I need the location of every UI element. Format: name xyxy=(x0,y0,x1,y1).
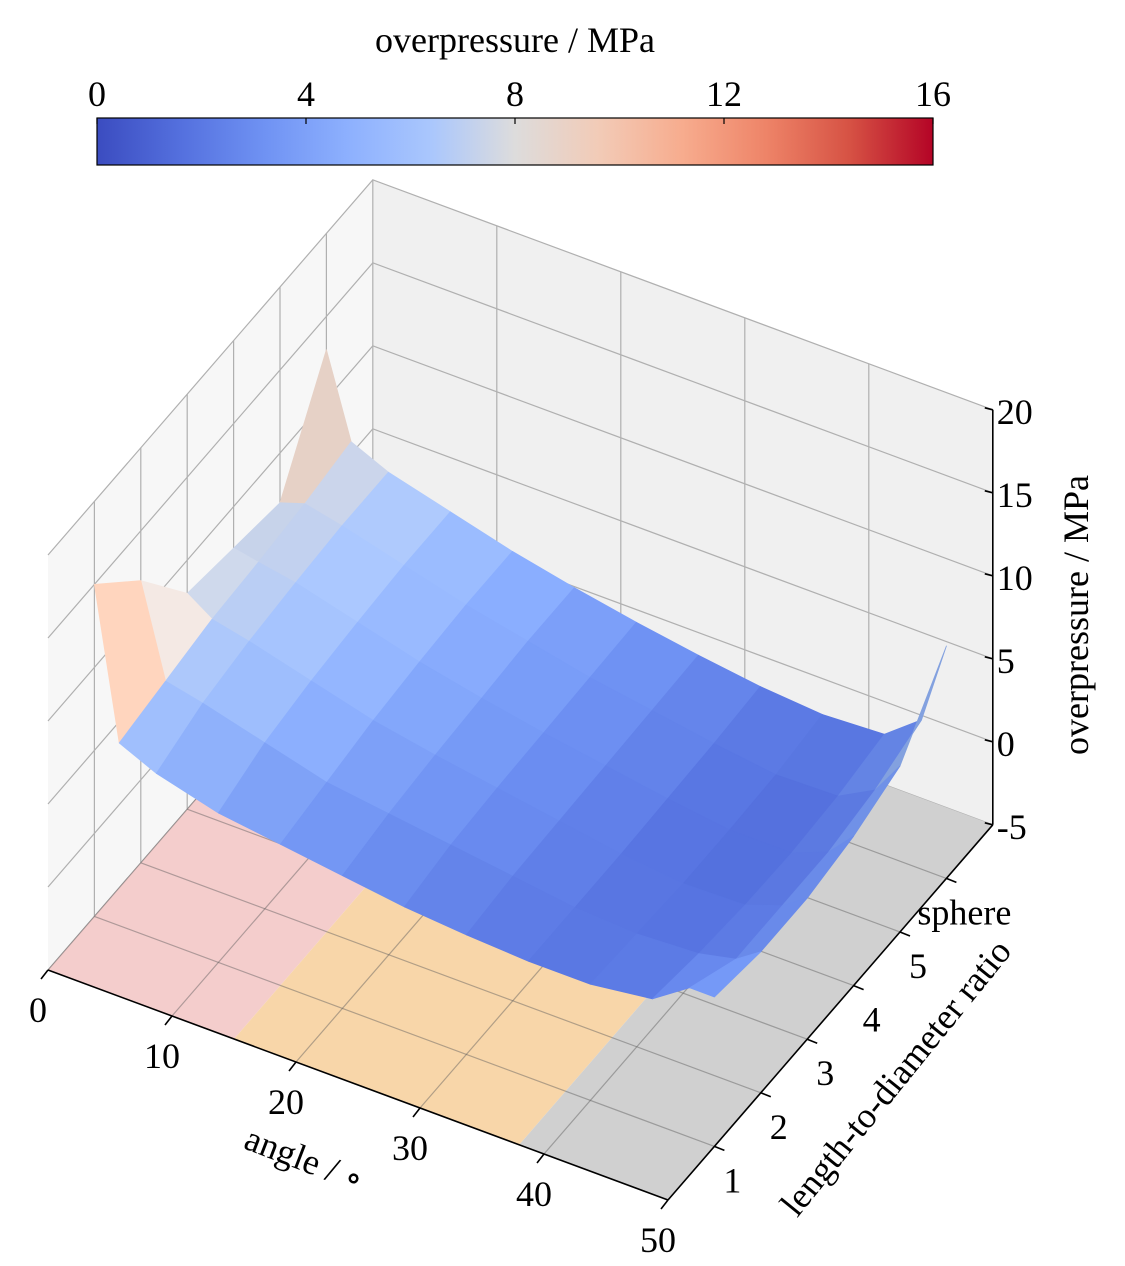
y-tick-label: 4 xyxy=(863,1000,881,1040)
z-tick xyxy=(984,739,993,743)
z-tick xyxy=(984,407,993,411)
z-tick-label: 0 xyxy=(997,724,1015,764)
colorbar-tick-label: 16 xyxy=(915,74,951,114)
z-tick-label: 10 xyxy=(997,558,1033,598)
z-tick-label: 20 xyxy=(997,392,1033,432)
x-tick-label: 50 xyxy=(640,1220,676,1260)
z-tick xyxy=(984,573,993,577)
x-tick-label: 40 xyxy=(516,1174,552,1214)
x-axis-line xyxy=(47,969,669,1201)
y-tick xyxy=(946,877,957,884)
y-tick xyxy=(853,984,864,991)
colorbar-tick-label: 0 xyxy=(88,74,106,114)
back-pane xyxy=(372,179,993,825)
colorbar-tick-label: 8 xyxy=(506,74,524,114)
x-tick-label: 20 xyxy=(268,1082,304,1122)
surface-facet xyxy=(689,951,762,998)
y-tick xyxy=(760,1092,772,1098)
z-tick-label: -5 xyxy=(997,807,1027,847)
x-tick xyxy=(660,1199,669,1210)
x-tick-label: 30 xyxy=(392,1128,428,1168)
floor-region xyxy=(519,769,993,1200)
z-tick-label: 5 xyxy=(997,641,1015,681)
colorbar-gradient xyxy=(96,117,934,166)
colorbar-tick-label: 4 xyxy=(297,74,315,114)
y-tick xyxy=(806,1038,818,1044)
x-tick-label: 0 xyxy=(29,990,47,1030)
y-tick-label: 5 xyxy=(909,946,927,986)
x-axis-label: angle / ∘ xyxy=(239,1118,369,1200)
floor-grid-line xyxy=(140,862,762,1094)
x-tick xyxy=(412,1107,421,1118)
x-tick-label: 10 xyxy=(144,1036,180,1076)
y-tick-label: sphere xyxy=(917,892,1011,932)
x-tick xyxy=(288,1061,297,1072)
z-tick-label: 15 xyxy=(997,475,1033,515)
y-tick-label: 1 xyxy=(723,1160,741,1200)
surface xyxy=(94,349,947,1000)
y-tick-label: 3 xyxy=(816,1053,834,1093)
colorbar-tick-label: 12 xyxy=(706,74,742,114)
colorbar-label: overpressure / MPa xyxy=(375,20,655,60)
x-tick xyxy=(164,1015,173,1026)
y-tick xyxy=(899,931,911,937)
x-tick xyxy=(536,1153,545,1164)
y-tick-label: 2 xyxy=(770,1107,788,1147)
y-tick xyxy=(714,1145,725,1152)
z-tick xyxy=(984,822,993,826)
z-tick xyxy=(984,490,993,494)
colorbar: overpressure / MPa 0 4 8 12 16 xyxy=(88,20,951,166)
z-axis-label: overpressure / MPa xyxy=(1056,475,1096,755)
z-tick xyxy=(984,656,993,660)
floor-grid-line xyxy=(94,915,715,1147)
x-tick xyxy=(40,969,49,980)
y-axis-line xyxy=(667,824,994,1201)
